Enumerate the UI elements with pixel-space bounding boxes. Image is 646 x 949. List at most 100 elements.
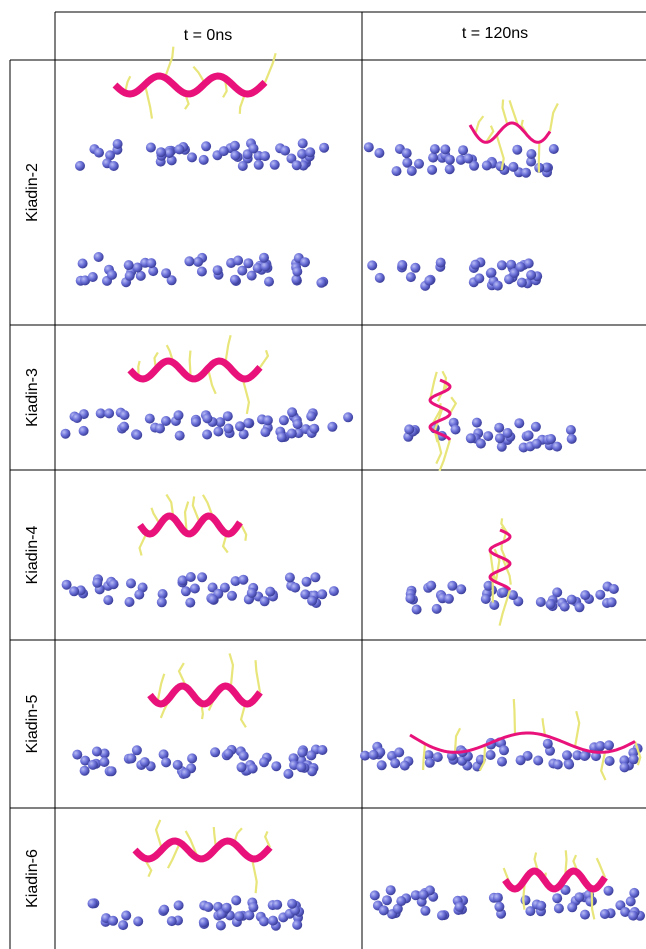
lipid-headgroup — [401, 148, 412, 159]
lipid-headgroup — [135, 270, 146, 281]
lipid-headgroup — [236, 762, 247, 773]
lipid-headgroup — [259, 596, 270, 607]
lipid-headgroup — [292, 419, 303, 430]
snapshot — [61, 493, 339, 608]
lipid-headgroup — [278, 415, 289, 426]
lipid-headgroup — [87, 898, 98, 909]
lipid-headgroup — [410, 262, 421, 273]
lipid-headgroup — [394, 747, 405, 758]
lipid-headgroup — [535, 597, 546, 607]
lipid-headgroup — [131, 745, 142, 756]
lipid-headgroup — [201, 141, 212, 152]
lipid-headgroup — [159, 904, 170, 915]
row-label: Kiadin-6 — [24, 849, 41, 908]
helix-backbone — [409, 731, 636, 754]
lipid-headgroup — [234, 911, 245, 922]
lipid-headgroup — [553, 903, 564, 914]
lipid-headgroup — [108, 579, 119, 590]
lipid-headgroup — [508, 590, 518, 601]
lipid-headgroup — [317, 589, 328, 600]
lipid-headgroup — [296, 762, 307, 773]
lipid-headgroup — [367, 260, 378, 271]
lipid-headgroup — [237, 161, 248, 171]
lipid-headgroup — [198, 917, 209, 928]
lipid-headgroup — [286, 153, 297, 164]
lipid-headgroup — [300, 589, 311, 600]
lipid-headgroup — [470, 259, 481, 270]
lipid-headgroup — [310, 572, 321, 583]
lipid-headgroup — [628, 754, 639, 765]
lipid-headgroup — [392, 903, 403, 914]
side-chain — [212, 826, 218, 849]
lipid-headgroup — [174, 430, 185, 441]
lipid-headgroup — [290, 582, 301, 593]
lipid-headgroup — [435, 257, 446, 268]
lipid-headgroup — [307, 595, 318, 606]
lipid-headgroup — [363, 142, 374, 153]
lipid-headgroup — [166, 916, 177, 927]
lipid-headgroup — [444, 164, 455, 175]
side-chain — [436, 383, 449, 402]
lipid-headgroup — [309, 423, 320, 434]
lipid-headgroup — [471, 417, 482, 428]
lipid-headgroup — [526, 156, 537, 167]
lipid-headgroup — [246, 587, 257, 598]
lipid-headgroup — [475, 438, 486, 449]
lipid-headgroup — [246, 270, 257, 281]
lipid-headgroup — [276, 432, 287, 443]
lipid-headgroup — [625, 896, 636, 907]
lipid-headgroup — [198, 154, 209, 165]
lipid-headgroup — [215, 920, 226, 931]
lipid-headgroup — [533, 755, 544, 766]
lipid-headgroup — [210, 747, 221, 758]
lipid-headgroup — [248, 902, 259, 913]
lipid-headgroup — [566, 594, 577, 605]
lipid-headgroup — [428, 152, 439, 163]
lipid-headgroup — [402, 157, 413, 168]
side-chain — [143, 84, 154, 119]
lipid-headgroup — [301, 576, 312, 587]
side-chain — [154, 819, 164, 850]
side-chain — [184, 830, 200, 859]
side-chain — [573, 710, 581, 748]
lipid-headgroup — [248, 143, 259, 154]
lipid-headgroup — [424, 757, 435, 768]
side-chain — [422, 743, 427, 771]
lipid-headgroup — [161, 268, 172, 279]
lipid-headgroup — [316, 277, 327, 288]
lipid-headgroup — [542, 738, 553, 749]
lipid-headgroup — [391, 166, 402, 177]
snapshot — [403, 370, 577, 472]
lipid-headgroup — [619, 755, 630, 766]
side-chain — [263, 52, 277, 83]
side-chain — [191, 496, 202, 524]
lipid-headgroup — [508, 161, 519, 172]
lipid-headgroup — [512, 144, 523, 155]
lipid-headgroup — [193, 256, 204, 267]
lipid-headgroup — [486, 267, 497, 278]
side-chain — [485, 125, 495, 143]
lipid-headgroup — [494, 433, 505, 444]
lipid-headgroup — [291, 274, 302, 285]
lipid-headgroup — [328, 586, 339, 597]
lipid-headgroup — [155, 423, 165, 434]
lipid-headgroup — [319, 142, 330, 153]
side-chain — [590, 888, 596, 920]
lipid-headgroup — [229, 274, 240, 285]
lipid-headgroup — [443, 593, 454, 604]
lipid-headgroup — [317, 745, 328, 755]
row-label: Kiadin-3 — [24, 368, 41, 427]
lipid-headgroup — [566, 433, 577, 444]
helix-backbone — [147, 682, 263, 708]
lipid-headgroup — [306, 750, 317, 761]
lipid-headgroup — [565, 425, 576, 435]
lipid-headgroup — [284, 572, 295, 583]
lipid-headgroup — [509, 268, 520, 278]
lipid-headgroup — [69, 586, 80, 597]
lipid-headgroup — [572, 750, 583, 761]
lipid-headgroup — [595, 589, 606, 600]
row-label: Kiadin-5 — [24, 695, 41, 754]
lipid-headgroup — [414, 158, 424, 169]
lipid-headgroup — [327, 421, 338, 432]
side-chain — [123, 75, 132, 94]
